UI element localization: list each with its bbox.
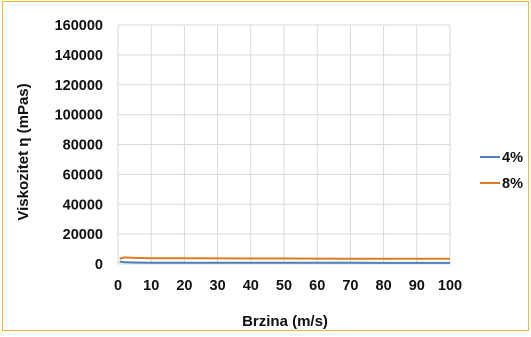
y-tick-label: 40000 [63,197,103,213]
x-tick-label: 70 [342,278,358,294]
y-tick-label: 120000 [55,78,103,94]
series-line-1 [119,260,450,264]
x-tick-label: 20 [176,278,192,294]
legend: 4% 8% [480,150,523,192]
grid [117,24,451,265]
line-chart: 0 20000 40000 60000 80000 100000 120000 140000 1… [15,18,523,330]
y-tick-label: 60000 [63,167,103,183]
x-tick-label: 80 [376,278,392,294]
y-tick-label: 80000 [63,138,103,154]
x-tick-label: 50 [276,278,292,294]
x-tick-label: 0 [114,278,122,294]
y-tick-label: 0 [95,257,103,273]
x-tick-label: 10 [143,278,159,294]
y-tick-label: 140000 [55,48,103,64]
y-axis-title: Viskozitet η (mPas) [15,83,32,220]
x-tick-labels: 0 10 20 30 40 50 60 70 80 90 100 [114,278,462,294]
x-tick-label: 100 [438,278,462,294]
y-tick-label: 100000 [55,108,103,124]
x-axis-title: Brzina (m/s) [242,313,328,330]
y-tick-label: 160000 [55,18,103,34]
x-tick-label: 40 [243,278,259,294]
legend-label: 8% [502,176,523,192]
x-tick-label: 60 [309,278,325,294]
series-line-2 [119,256,450,260]
legend-label: 4% [502,150,523,166]
series-lines [119,256,450,264]
x-tick-label: 30 [210,278,226,294]
chart-area: 0 20000 40000 60000 80000 100000 120000 140000 1… [2,1,529,331]
x-tick-label: 90 [409,278,425,294]
y-tick-labels: 0 20000 40000 60000 80000 100000 120000 140000 1… [55,18,103,273]
y-tick-label: 20000 [63,227,103,243]
